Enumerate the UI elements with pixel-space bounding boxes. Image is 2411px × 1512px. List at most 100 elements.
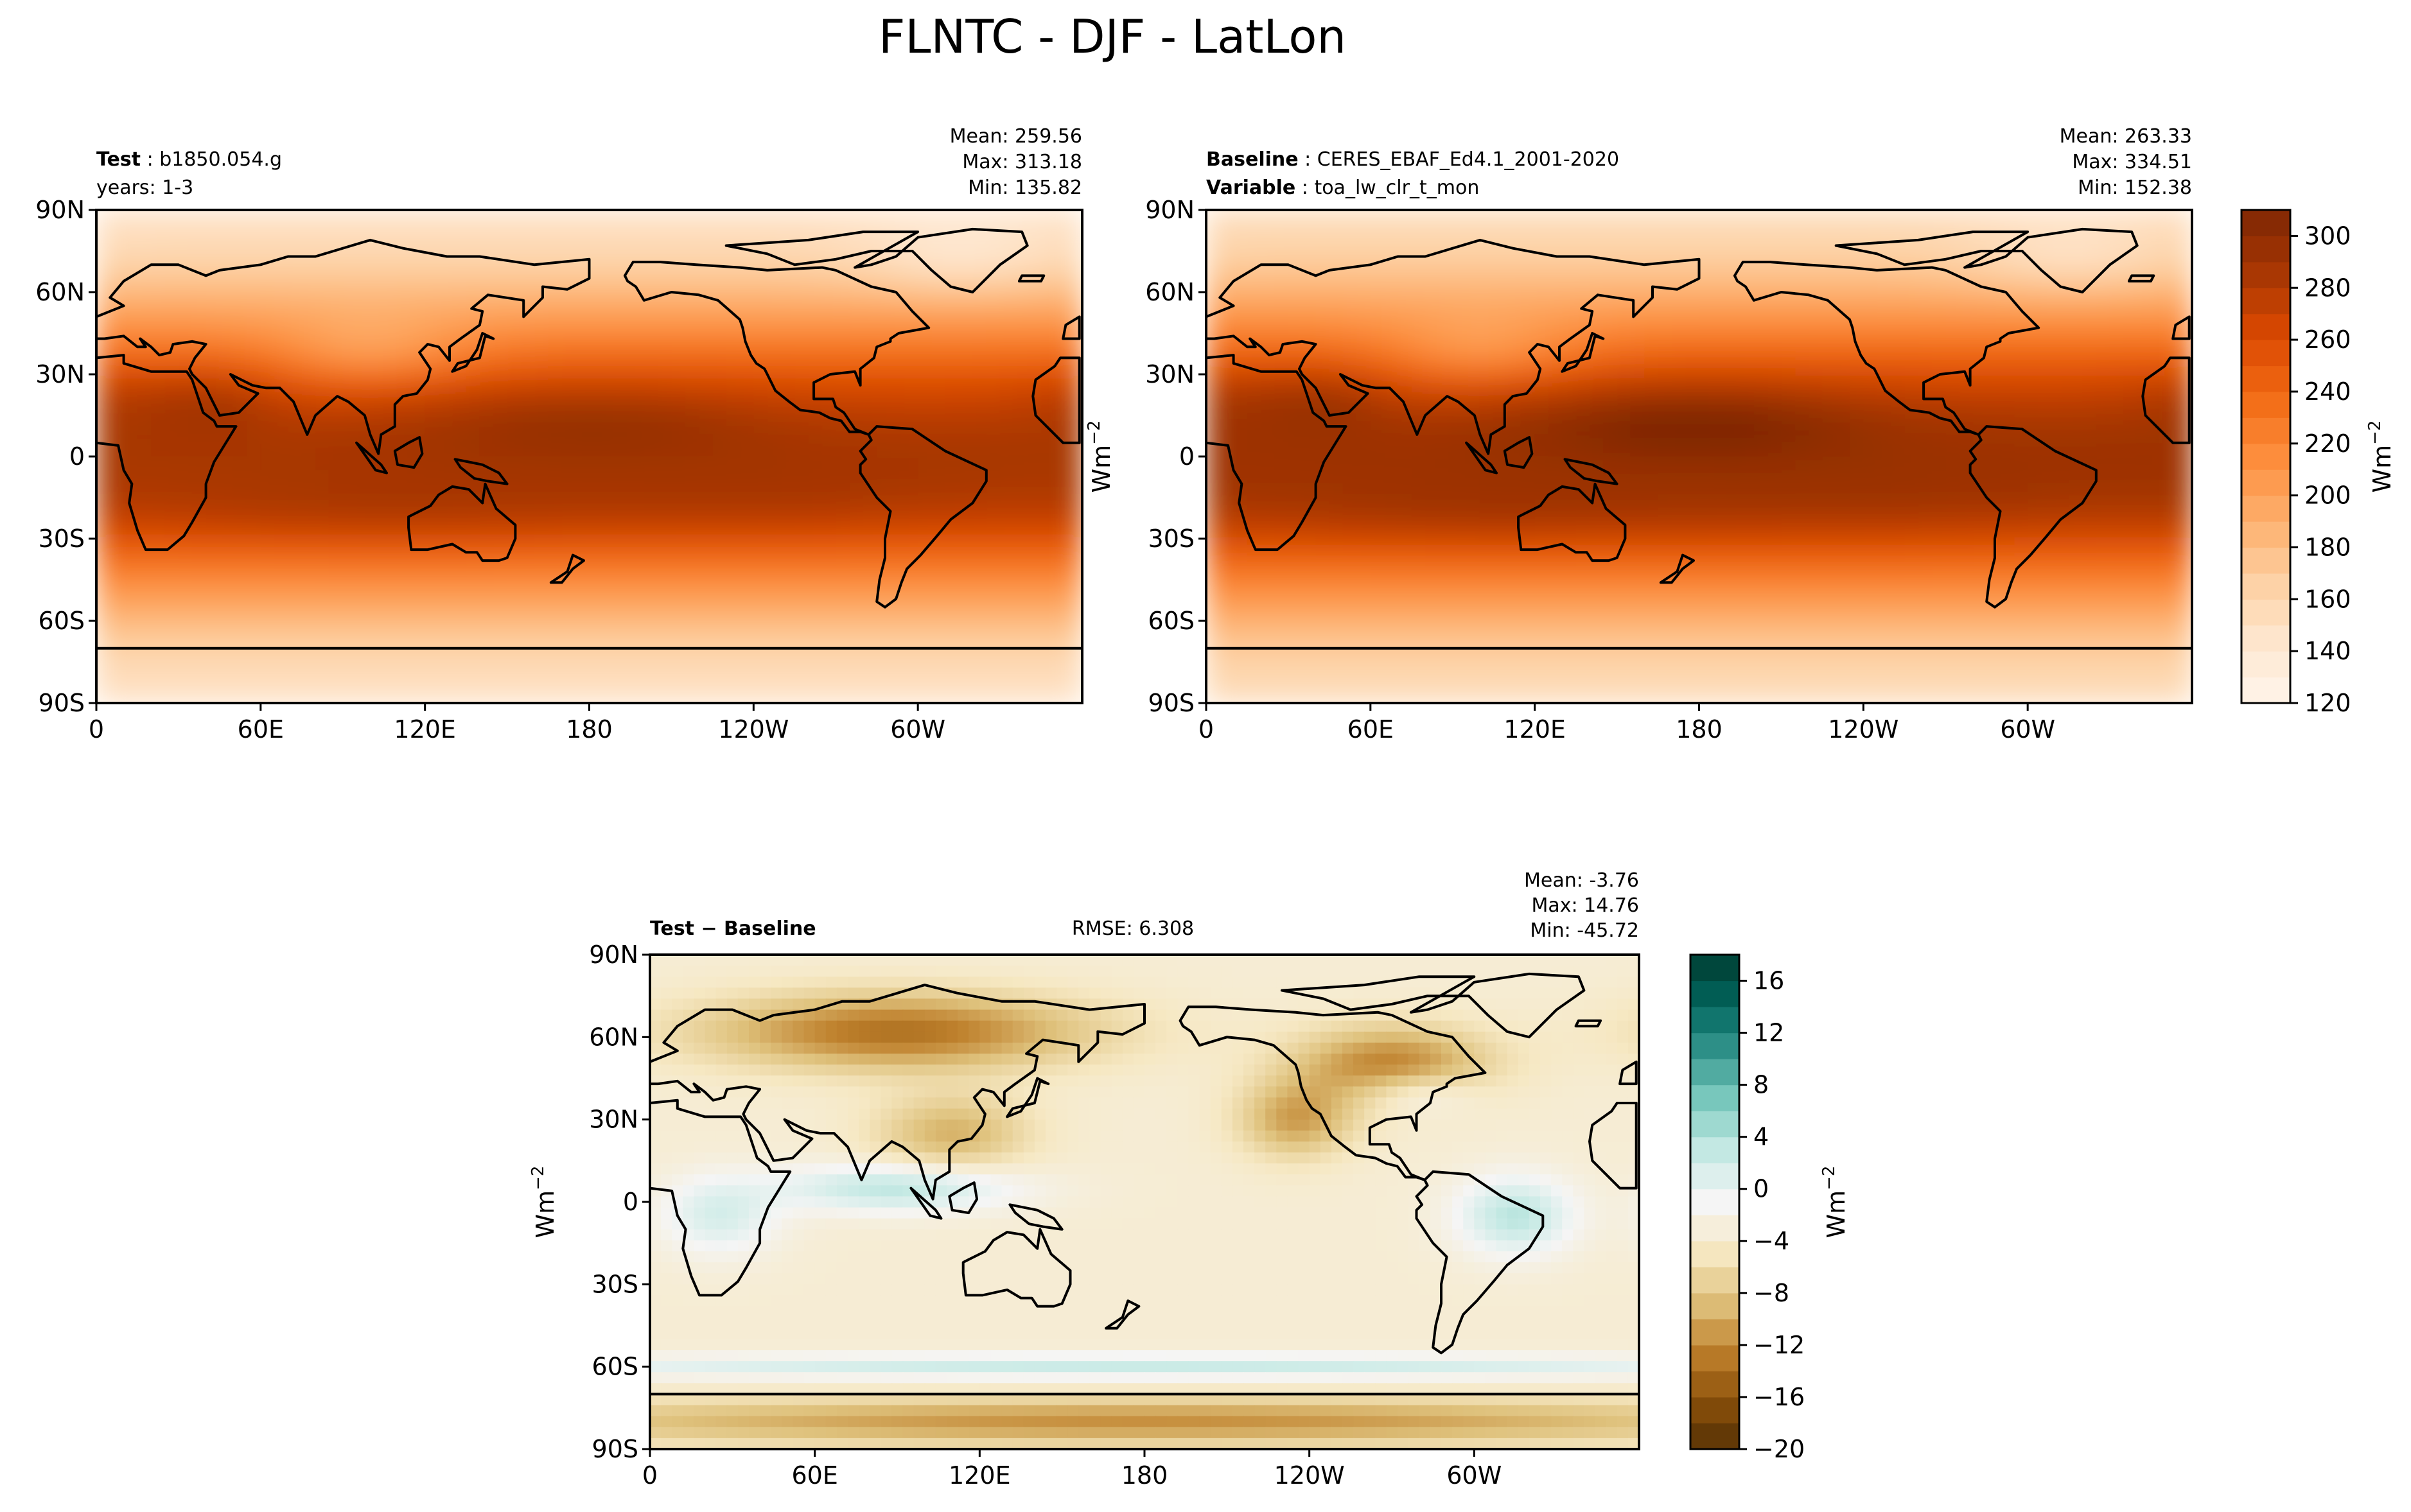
field-cell — [452, 210, 467, 225]
field-cell — [329, 593, 344, 608]
field-cell — [1809, 498, 1823, 512]
field-cell — [2069, 566, 2083, 580]
field-cell — [1972, 511, 1988, 526]
field-cell — [753, 511, 768, 526]
field-cell — [575, 634, 590, 649]
field-cell — [1836, 429, 1850, 444]
field-cell — [1356, 634, 1371, 649]
field-cell — [219, 333, 234, 348]
field-cell — [1425, 566, 1440, 580]
field-cell — [1671, 634, 1687, 649]
field-cell — [219, 292, 234, 307]
field-cell — [1013, 675, 1028, 690]
field-cell — [315, 442, 330, 457]
field-cell — [2000, 292, 2015, 307]
field-cell — [1493, 251, 1508, 266]
field-cell — [1000, 442, 1015, 457]
field-cell — [1603, 265, 1618, 279]
field-cell — [986, 374, 1001, 389]
field-cell — [2123, 306, 2138, 320]
field-cell — [425, 223, 439, 238]
field-cell — [2069, 607, 2083, 621]
field-cell — [548, 511, 563, 526]
field-cell — [2123, 333, 2138, 348]
field-cell — [1055, 415, 1069, 430]
field-cell — [247, 251, 261, 266]
field-cell — [1972, 210, 1988, 225]
field-cell — [1685, 388, 1700, 403]
field-cell — [1398, 566, 1412, 580]
field-cell — [507, 360, 522, 375]
field-cell — [274, 347, 289, 361]
field-cell — [1918, 360, 1933, 375]
field-cell — [1726, 237, 1741, 252]
field-cell — [493, 621, 508, 636]
field-cell — [1452, 415, 1468, 430]
field-cell — [699, 442, 714, 457]
field-cell — [1603, 607, 1618, 621]
field-cell — [1603, 566, 1618, 580]
field-cell — [904, 360, 919, 375]
field-cell — [110, 634, 125, 649]
field-cell — [2164, 634, 2179, 649]
field-cell — [1877, 429, 1891, 444]
field-cell — [206, 347, 220, 361]
field-cell — [1822, 237, 1837, 252]
field-cell — [1041, 456, 1056, 471]
field-cell — [2137, 593, 2152, 608]
field-cell — [1247, 401, 1262, 416]
field-cell — [794, 539, 809, 553]
field-cell — [2123, 388, 2138, 403]
field-cell — [1439, 525, 1453, 539]
field-cell — [959, 360, 974, 375]
field-cell — [1411, 607, 1426, 621]
field-cell — [260, 525, 276, 539]
field-cell — [1261, 483, 1276, 498]
field-cell — [1630, 539, 1645, 553]
field-cell — [918, 388, 933, 403]
field-cell — [972, 648, 987, 663]
field-cell — [1425, 580, 1440, 595]
field-cell — [658, 401, 672, 416]
field-cell — [2151, 525, 2166, 539]
field-cell — [1493, 278, 1508, 293]
field-cell — [137, 607, 152, 621]
field-cell — [1877, 634, 1891, 649]
field-cell — [1891, 401, 1906, 416]
field-cell — [1480, 607, 1495, 621]
field-cell — [1315, 498, 1330, 512]
field-cell — [2082, 552, 2097, 567]
field-cell — [1767, 347, 1782, 361]
field-cell — [740, 621, 755, 636]
field-cell — [986, 251, 1001, 266]
field-cell — [849, 347, 864, 361]
field-cell — [1630, 347, 1645, 361]
field-cell — [1712, 237, 1728, 252]
field-cell — [356, 621, 371, 636]
field-cell — [2164, 593, 2179, 608]
field-cell — [452, 265, 467, 279]
field-cell — [849, 675, 864, 690]
field-cell — [630, 525, 645, 539]
field-cell — [1630, 442, 1645, 457]
field-cell — [164, 456, 179, 471]
field-cell — [1274, 251, 1289, 266]
field-cell — [1220, 539, 1234, 553]
field-cell — [1562, 429, 1577, 444]
field-cell — [1041, 511, 1056, 526]
field-cell — [1877, 442, 1891, 457]
field-cell — [1521, 319, 1536, 334]
coastline — [549, 553, 585, 584]
coastline — [96, 354, 238, 552]
field-cell — [1603, 347, 1618, 361]
field-cell — [726, 360, 741, 375]
field-cell — [1068, 593, 1082, 608]
field-cell — [918, 607, 933, 621]
field-cell — [1658, 470, 1672, 485]
field-cell — [1699, 374, 1714, 389]
field-cell — [192, 251, 207, 266]
field-cell — [1562, 237, 1577, 252]
field-cell — [1794, 415, 1809, 430]
field-cell — [1986, 306, 2001, 320]
field-cell — [753, 306, 768, 320]
